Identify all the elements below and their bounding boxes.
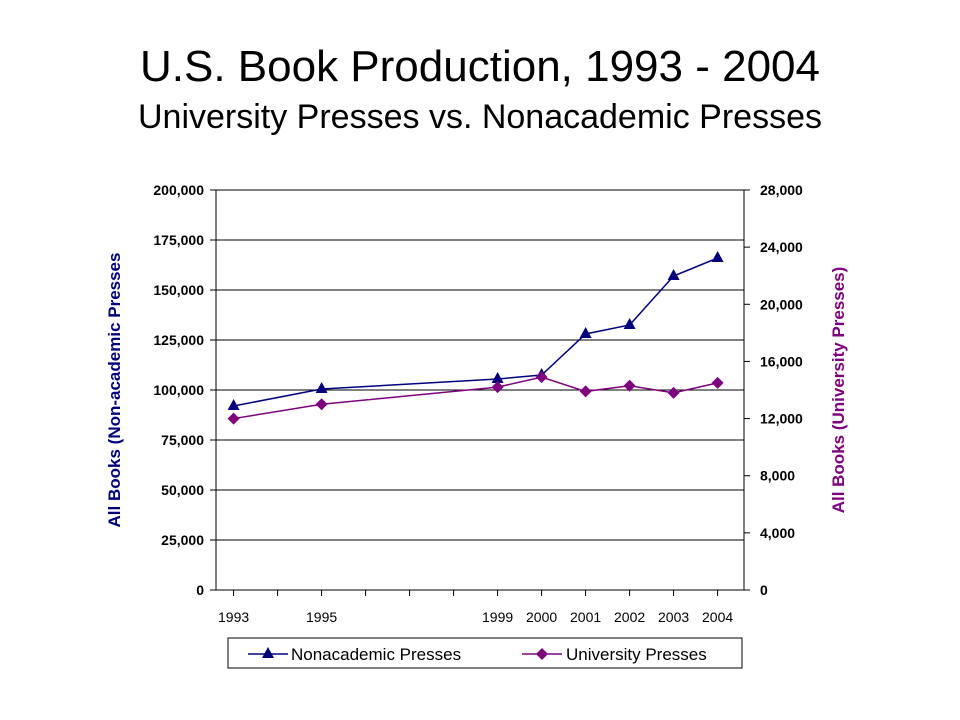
data-point-diamond: [227, 412, 240, 425]
x-tick-label: 2003: [658, 609, 689, 625]
data-point-triangle: [227, 399, 240, 410]
y-left-tick-label: 125,000: [153, 332, 204, 348]
x-tick-label: 2001: [570, 609, 601, 625]
data-point-diamond: [579, 385, 592, 398]
y-right-tick-label: 24,000: [760, 239, 803, 255]
x-tick-label: 1995: [306, 609, 337, 625]
y-right-tick-label: 4,000: [760, 525, 795, 541]
y-right-tick-label: 12,000: [760, 411, 803, 427]
data-point-diamond: [535, 371, 548, 384]
y-right-tick-label: 16,000: [760, 353, 803, 369]
data-point-diamond: [623, 379, 636, 392]
y-axis-right: 0 4,000 8,000 12,000 16,000 20,000 24,000 28,00…: [744, 182, 803, 598]
data-point-triangle: [315, 382, 328, 393]
y-right-tick-label: 20,000: [760, 296, 803, 312]
y-right-tick-label: 8,000: [760, 468, 795, 484]
y-axis-right-label: All Books (University Presses): [829, 267, 848, 514]
chart-subtitle: University Presses vs. Nonacademic Press…: [137, 98, 822, 136]
x-tick-label: 1993: [218, 609, 249, 625]
data-point-triangle: [579, 327, 592, 338]
y-left-tick-label: 75,000: [161, 432, 204, 448]
legend-box: [227, 637, 743, 669]
y-right-tick-label: 28,000: [760, 182, 803, 198]
y-left-tick-label: 50,000: [161, 482, 204, 498]
y-left-tick-label: 150,000: [153, 282, 204, 298]
y-left-tick-label: 0: [196, 582, 204, 598]
y-axis-left-label: All Books (Non-academic Presses: [105, 253, 124, 528]
y-axis-left: 0 25,000 50,000 75,000 100,000 125,000 150,000…: [153, 182, 216, 598]
legend-marker-diamond-icon: [536, 648, 548, 660]
y-left-tick-label: 175,000: [153, 232, 204, 248]
y-left-tick-label: 200,000: [153, 182, 204, 198]
data-point-diamond: [491, 381, 504, 394]
x-axis: 1993 1995 1999 2000 2001 2002 2003 2004: [218, 590, 733, 625]
x-tick-label: 1999: [482, 609, 513, 625]
y-right-tick-label: 0: [760, 582, 768, 598]
y-left-tick-label: 100,000: [153, 382, 204, 398]
data-point-triangle: [711, 251, 724, 262]
x-tick-label: 2002: [614, 609, 645, 625]
chart-title: U.S. Book Production, 1993 - 2004: [140, 42, 820, 91]
y-left-tick-label: 25,000: [161, 532, 204, 548]
legend: Nonacademic Presses University Presses: [227, 637, 743, 669]
data-point-diamond: [315, 398, 328, 411]
x-tick-label: 2000: [526, 609, 557, 625]
data-point-triangle: [623, 318, 636, 329]
legend-marker-triangle-icon: [262, 647, 274, 658]
data-point-triangle: [667, 269, 680, 280]
legend-label-nonacademic: Nonacademic Presses: [291, 645, 461, 664]
data-point-diamond: [667, 386, 680, 399]
data-point-triangle: [491, 372, 504, 383]
series-line-nonacademic: [233, 257, 718, 407]
legend-label-university: University Presses: [566, 645, 707, 664]
data-point-diamond: [711, 376, 724, 389]
x-tick-label: 2004: [702, 609, 733, 625]
series-line-university: [233, 376, 718, 420]
series-group: [227, 251, 724, 425]
